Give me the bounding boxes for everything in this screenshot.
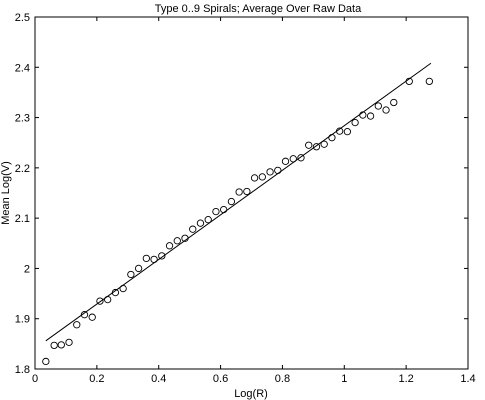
scatter-point bbox=[343, 128, 352, 136]
scatter-point bbox=[243, 187, 251, 196]
scatter-point bbox=[96, 297, 104, 305]
y-axis-ticks: 1.8 1.9 2 2.1 2.2 2.3 2.4 2.5 bbox=[15, 12, 468, 376]
scatter-point bbox=[127, 270, 135, 279]
x-tick-label: 0.4 bbox=[151, 373, 166, 385]
scatter-point bbox=[320, 140, 328, 148]
scatter-point bbox=[42, 357, 50, 366]
scatter-point bbox=[281, 157, 290, 165]
fit-line-series bbox=[45, 62, 432, 342]
scatter-point bbox=[189, 225, 197, 233]
scatter-point bbox=[366, 112, 375, 120]
scatter-point bbox=[382, 106, 390, 114]
y-tick-label: 2.5 bbox=[15, 12, 30, 24]
scatter-point bbox=[425, 77, 433, 86]
scatter-point bbox=[351, 118, 359, 127]
scatter-point bbox=[204, 216, 212, 224]
scatter-point bbox=[297, 154, 305, 162]
x-axis-label: Log(R) bbox=[234, 388, 268, 400]
scatter-point bbox=[142, 254, 150, 263]
scatter-point bbox=[165, 242, 174, 250]
scatter-point bbox=[158, 252, 166, 260]
scatter-point bbox=[88, 313, 96, 321]
y-tick-label: 1.8 bbox=[15, 364, 30, 376]
scatter-point bbox=[374, 102, 382, 110]
y-tick-label: 2.1 bbox=[15, 213, 30, 225]
scatter-point bbox=[312, 143, 321, 151]
x-tick-label: 1.4 bbox=[460, 373, 475, 385]
y-axis-label: Mean Log(V) bbox=[0, 161, 12, 225]
y-tick-label: 2.2 bbox=[15, 163, 30, 175]
x-tick-label: 1.2 bbox=[398, 373, 413, 385]
scatter-point bbox=[73, 321, 81, 329]
scatter-point bbox=[65, 338, 73, 346]
scatter-point bbox=[227, 197, 236, 206]
y-tick-label: 2.3 bbox=[15, 113, 30, 125]
scatter-point bbox=[390, 98, 398, 107]
x-axis-ticks: 0 0.2 0.4 0.6 0.8 1 1.2 1.4 bbox=[32, 17, 476, 385]
x-tick-label: 0.8 bbox=[275, 373, 290, 385]
y-tick-label: 1.9 bbox=[15, 314, 30, 326]
scatter-point bbox=[173, 237, 181, 245]
y-tick-label: 2 bbox=[24, 263, 30, 275]
scatter-point bbox=[134, 264, 143, 273]
x-tick-label: 0.6 bbox=[213, 373, 228, 385]
scatter-point bbox=[196, 219, 205, 227]
x-tick-label: 1 bbox=[341, 373, 347, 385]
plot-area bbox=[34, 16, 469, 370]
scatter-point bbox=[305, 141, 313, 149]
scatter-point bbox=[235, 188, 243, 196]
x-tick-label: 0 bbox=[32, 373, 38, 385]
scatter-point bbox=[50, 341, 58, 350]
fit-line bbox=[45, 62, 432, 342]
scatter-point bbox=[266, 168, 274, 176]
x-tick-label: 0.2 bbox=[89, 373, 104, 385]
y-tick-label: 2.4 bbox=[15, 62, 30, 74]
scatter-point bbox=[258, 173, 266, 181]
scatter-point bbox=[57, 341, 65, 349]
scatter-point bbox=[250, 174, 259, 182]
scatter-point bbox=[212, 207, 220, 216]
chart-title: Type 0..9 Spirals; Average Over Raw Data bbox=[155, 3, 362, 15]
